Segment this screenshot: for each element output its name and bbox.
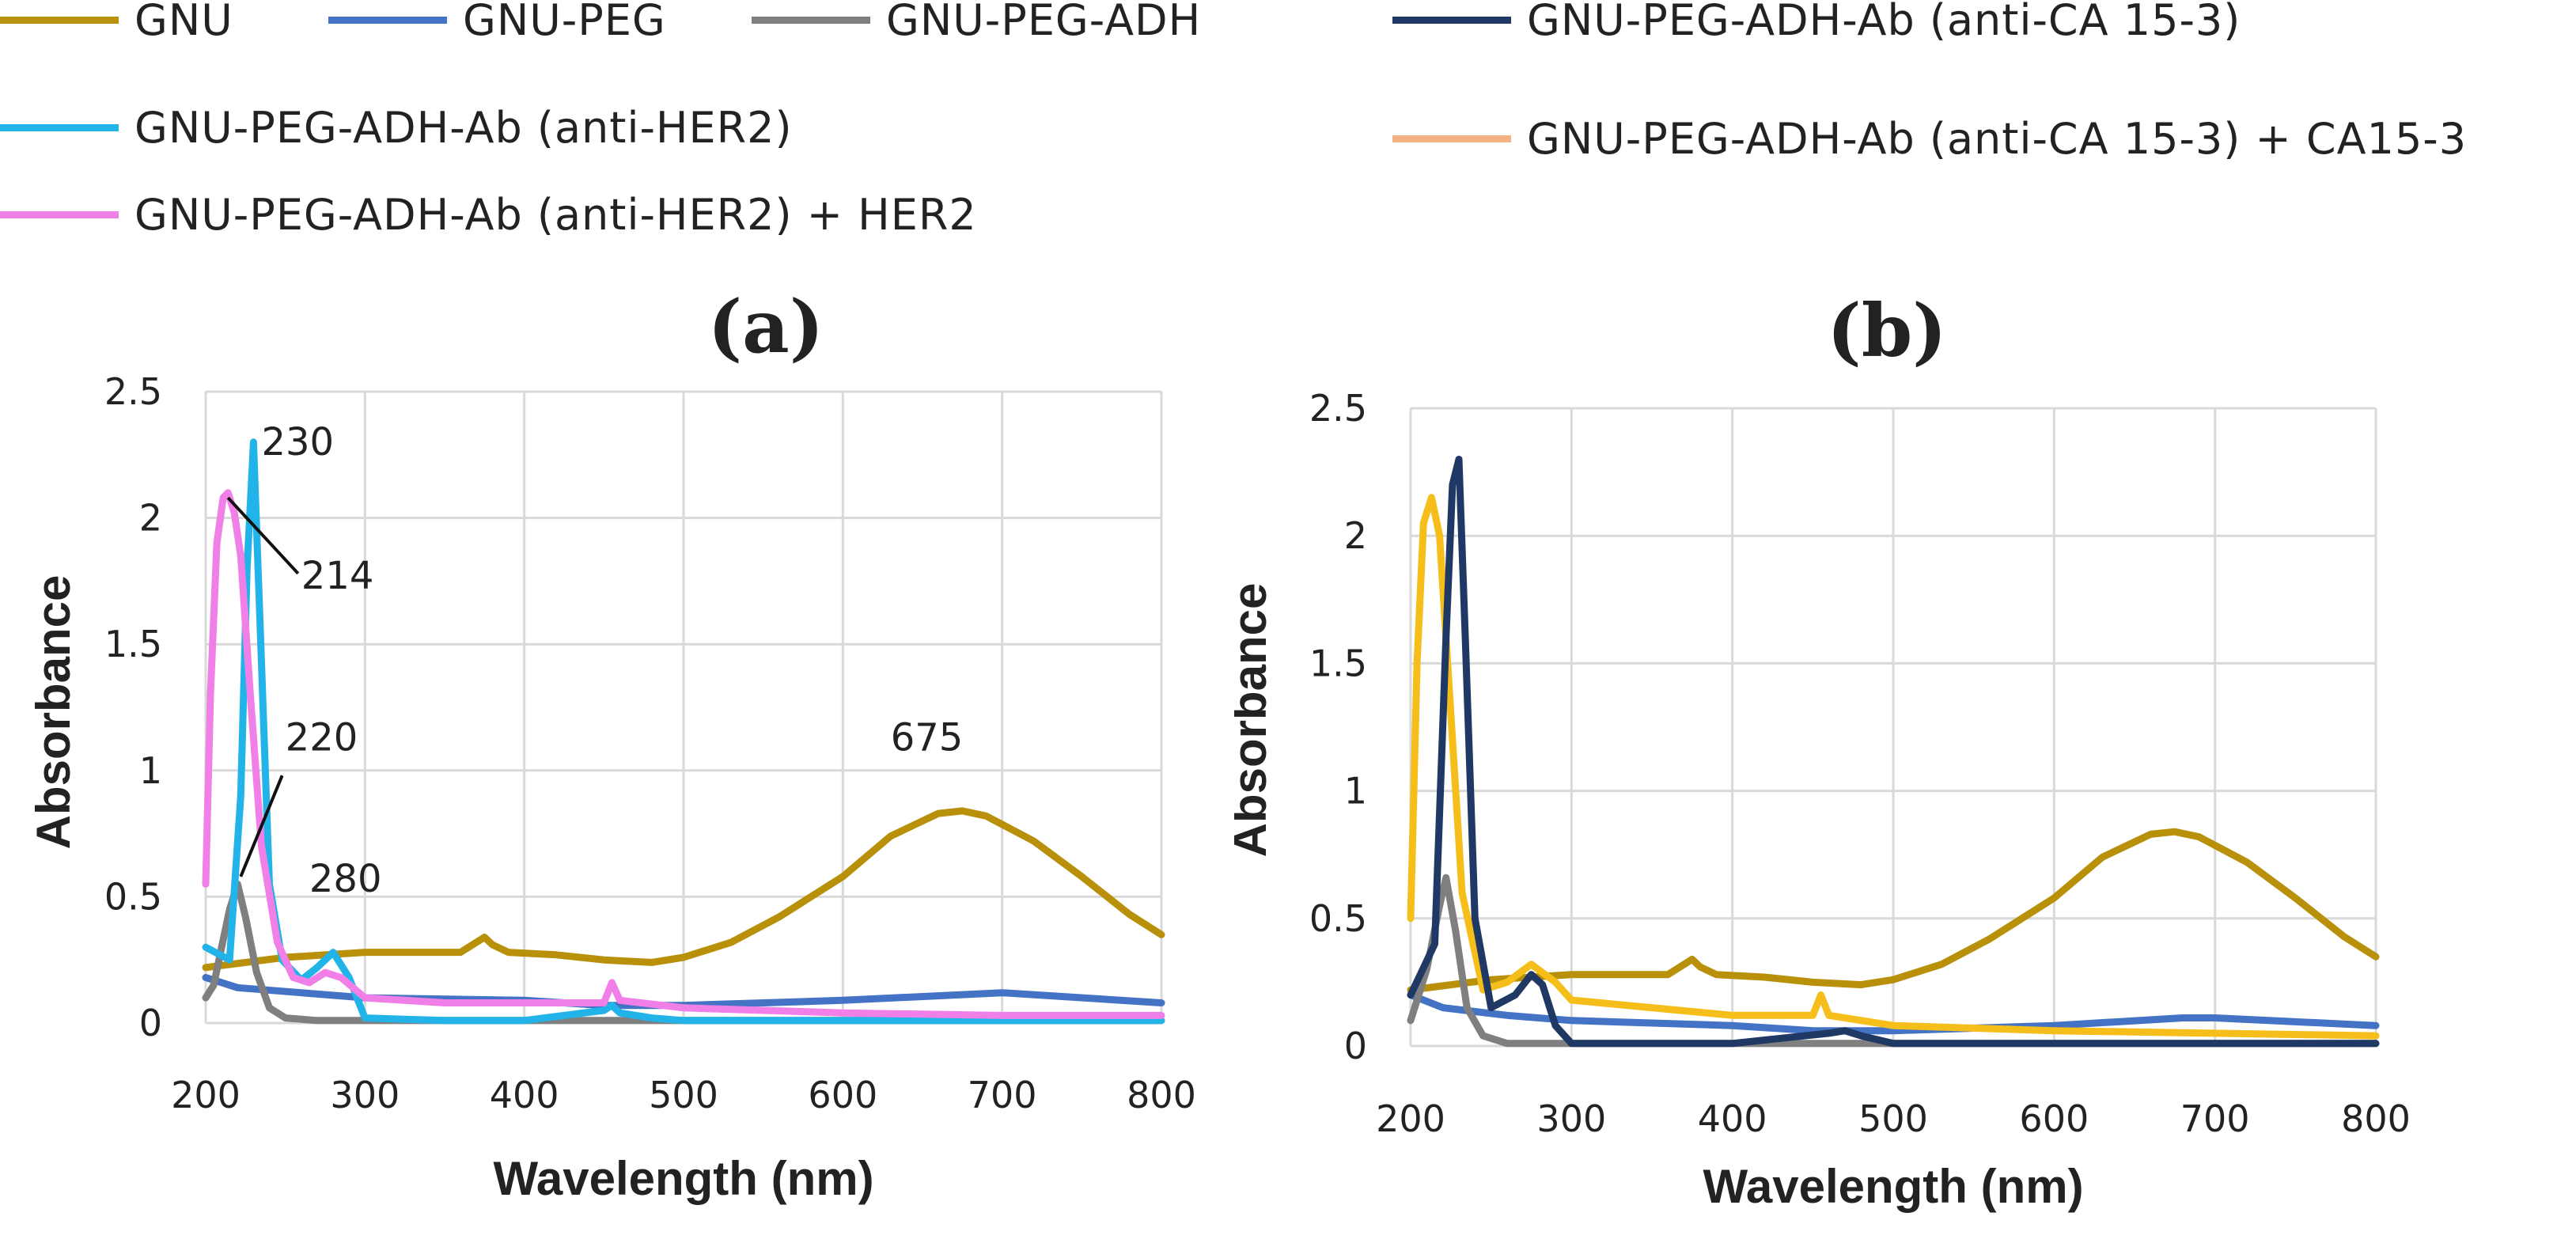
y-tick-label-b-3: 1.5	[1309, 642, 1367, 684]
leader-line-214	[226, 496, 300, 575]
y-axis-title-b: Absorbance	[1234, 583, 1276, 858]
legend-swatch-gnu	[0, 16, 119, 24]
y-tick-label-b-1: 0.5	[1309, 897, 1367, 940]
y-tick-label-a-0: 0	[139, 1002, 162, 1044]
legend-swatch-ab-ca-plus	[1392, 135, 1511, 142]
legend-swatch-ab-her2	[0, 123, 119, 131]
legend-label-ab-her2: GNU-PEG-ADH-Ab (anti-HER2)	[134, 102, 793, 153]
legend-label-ab-ca-plus: GNU-PEG-ADH-Ab (anti-CA 15-3) + CA15-3	[1527, 113, 2468, 164]
legend-label-gnu: GNU	[134, 0, 233, 45]
series-line-b-ab_ca	[1407, 456, 2380, 1048]
y-tick-label-b-2: 1	[1344, 770, 1367, 813]
series-line-a-ab_her2_plus	[202, 489, 1165, 1019]
x-tick-label-b-0: 200	[1376, 1097, 1445, 1140]
legend-swatch-peg	[328, 16, 447, 24]
series-line-a-ab_her2	[202, 438, 1165, 1025]
series-line-b-gnu	[1407, 828, 2380, 994]
series-line-a-gnu	[202, 807, 1165, 972]
legend: GNU GNU-PEG GNU-PEG-ADH GNU-PEG-ADH-Ab (…	[0, 0, 2576, 261]
legend-label-ab-her2-plus: GNU-PEG-ADH-Ab (anti-HER2) + HER2	[134, 189, 977, 240]
chart-title-a: (a)	[708, 284, 824, 369]
x-tick-label-b-1: 300	[1536, 1097, 1606, 1140]
legend-item-gnu: GNU	[0, 0, 233, 47]
chart-title-b: (b)	[1827, 288, 1946, 373]
legend-swatch-ab-her2-plus	[0, 210, 119, 218]
annotation-a-280: 280	[309, 857, 382, 901]
x-tick-label-a-2: 400	[490, 1074, 559, 1116]
legend-label-peg: GNU-PEG	[463, 0, 666, 45]
y-tick-label-b-0: 0	[1344, 1025, 1367, 1067]
x-tick-label-a-0: 200	[171, 1074, 241, 1116]
x-tick-label-a-4: 600	[808, 1074, 877, 1116]
legend-item-ab-ca: GNU-PEG-ADH-Ab (anti-CA 15-3)	[1392, 0, 2241, 47]
legend-label-adh: GNU-PEG-ADH	[886, 0, 1202, 45]
legend-swatch-ab-ca	[1392, 16, 1511, 24]
legend-item-ab-her2-plus: GNU-PEG-ADH-Ab (anti-HER2) + HER2	[0, 187, 977, 242]
annotation-a-230: 230	[261, 420, 334, 464]
y-tick-label-a-1: 0.5	[104, 875, 162, 918]
x-tick-label-b-2: 400	[1698, 1097, 1767, 1140]
y-tick-label-a-5: 2.5	[104, 370, 162, 413]
legend-label-ab-ca: GNU-PEG-ADH-Ab (anti-CA 15-3)	[1527, 0, 2241, 45]
y-tick-label-a-3: 1.5	[104, 623, 162, 665]
annotation-a-220: 220	[286, 715, 358, 760]
chart-a: (a) 0 0.5 1 1.5 2 2.5 200 300 400 500 600 700 800 Wave…	[27, 284, 1196, 1205]
legend-item-ab-ca-plus: GNU-PEG-ADH-Ab (anti-CA 15-3) + CA15-3	[1392, 111, 2467, 166]
x-tick-label-b-6: 800	[2341, 1097, 2411, 1140]
annotation-a-214: 214	[301, 554, 374, 598]
y-tick-label-b-5: 2.5	[1309, 387, 1367, 430]
x-tick-label-b-4: 600	[2019, 1097, 2089, 1140]
y-tick-label-b-4: 2	[1344, 514, 1367, 557]
annotation-a-675: 675	[891, 715, 964, 760]
x-tick-label-a-3: 500	[649, 1074, 718, 1116]
legend-item-ab-her2: GNU-PEG-ADH-Ab (anti-HER2)	[0, 100, 793, 155]
x-tick-label-b-5: 700	[2180, 1097, 2250, 1140]
y-tick-label-a-2: 1	[139, 749, 162, 792]
legend-swatch-adh	[752, 16, 870, 24]
x-tick-label-a-5: 700	[968, 1074, 1037, 1116]
series-line-b-ab_ca_plus	[1407, 494, 2380, 1040]
chart-b: (b) 0 0.5 1 1.5 2 2.5 200 300 400 500 600 700 800 Wave…	[1234, 288, 2411, 1213]
legend-item-adh: GNU-PEG-ADH	[752, 0, 1201, 47]
y-tick-label-a-4: 2	[139, 497, 162, 540]
series-line-b-peg	[1407, 991, 2380, 1035]
x-axis-title-a: Wavelength (nm)	[493, 1152, 873, 1205]
x-axis-title-b: Wavelength (nm)	[1703, 1160, 2083, 1213]
x-tick-label-a-6: 800	[1127, 1074, 1196, 1116]
leader-line-220	[239, 775, 284, 877]
x-tick-label-b-3: 500	[1858, 1097, 1928, 1140]
y-axis-title-a: Absorbance	[27, 575, 80, 850]
x-tick-label-a-1: 300	[330, 1074, 400, 1116]
legend-item-peg: GNU-PEG	[328, 0, 666, 47]
